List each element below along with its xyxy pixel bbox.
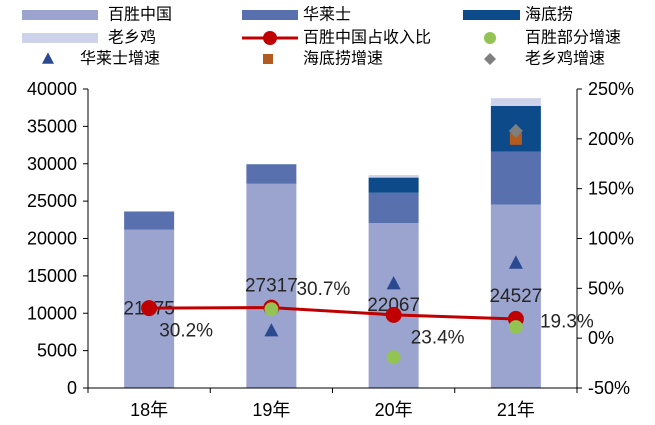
y-right-tick-label: 100% (588, 229, 634, 249)
y-left-tick-label: 35000 (27, 116, 77, 136)
y-right-tick-label: 200% (588, 129, 634, 149)
x-tick-label: 19年 (252, 400, 290, 420)
legend-label-wallace-growth: 华莱士增速 (80, 50, 160, 68)
y-left-tick-label: 15000 (27, 266, 77, 286)
y-left-tick-label: 10000 (27, 303, 77, 323)
legend-label-yum-china: 百胜中国 (108, 6, 172, 24)
legend-item-haidilao: 海底捞 (463, 6, 573, 24)
scatter-marker-laoxiangji-growth-3 (508, 123, 523, 138)
legend-label-yum-china-revenue-share: 百胜中国占收入比 (303, 29, 431, 47)
scatter-marker-wallace-growth-1 (264, 323, 279, 337)
y-right-tick-label: 250% (588, 79, 634, 99)
legend-item-yum-china-growth: 百胜部分增速 (484, 29, 621, 47)
legend-item-laoxiangji-growth: 老乡鸡增速 (484, 50, 605, 68)
bar-value-label-yum-china-1: 27317 (245, 275, 298, 296)
legend-swatch-yum-china (22, 10, 98, 20)
scatter-marker-yum-china-growth-2 (386, 350, 401, 365)
bar-laoxiangji-3 (490, 98, 541, 106)
legend-marker-yum-china-growth (484, 32, 496, 44)
y-right-tick-label: 150% (588, 179, 634, 199)
stacked-bars (124, 98, 541, 388)
legend-marker-laoxiangji-growth (484, 53, 496, 65)
axes: 18年 19年 20年 21年 0 5000 10000 15000 20000 25000 300… (27, 79, 634, 420)
x-tick-label: 18年 (130, 400, 168, 420)
bar-value-label-yum-china-3: 24527 (489, 286, 542, 307)
line-value-label-yum-china-revenue-share-3: 19.3% (540, 311, 594, 332)
line-value-label-yum-china-revenue-share-2: 23.4% (411, 327, 465, 348)
growth-markers (264, 123, 523, 365)
y-left-tick-label: 40000 (27, 79, 77, 99)
legend-label-laoxiangji: 老乡鸡 (108, 29, 156, 47)
y-left-tick-label: 25000 (27, 191, 77, 211)
legend-marker-wallace-growth (42, 52, 54, 64)
y-left-tick-label: 0 (67, 378, 77, 398)
y-right-tick-label: 0% (588, 328, 614, 348)
x-tick-label: 21年 (497, 400, 535, 420)
revenue-share-labels: 30.2% 30.7% 23.4% 19.3% (159, 279, 594, 348)
line-marker-yum-china-revenue-share-2 (385, 306, 402, 323)
y-right-tick-label: 50% (588, 278, 624, 298)
legend-label-wallace: 华莱士 (303, 6, 351, 24)
legend-label-yum-china-growth: 百胜部分增速 (525, 29, 621, 47)
bar-yum-china-1 (246, 183, 297, 388)
legend-item-wallace: 华莱士 (242, 6, 351, 24)
bar-value-label-yum-china-2: 22067 (367, 295, 420, 316)
legend-swatch-wallace (242, 10, 298, 20)
bar-yum-china-3 (490, 204, 541, 388)
legend-label-haidilao-growth: 海底捞增速 (303, 50, 383, 68)
scatter-marker-haidilao-growth-3 (509, 132, 522, 145)
legend-item-yum-china-revenue-share: 百胜中国占收入比 (242, 29, 431, 47)
bar-haidilao-2 (368, 177, 419, 193)
scatter-marker-wallace-growth-2 (386, 276, 401, 290)
bar-laoxiangji-2 (368, 175, 419, 178)
x-tick-label: 20年 (375, 400, 413, 420)
legend-item-haidilao-growth: 海底捞增速 (263, 50, 383, 68)
legend-marker-yum-china-revenue-share (263, 31, 277, 45)
line-value-label-yum-china-revenue-share-0: 30.2% (159, 321, 213, 342)
scatter-marker-wallace-growth-3 (508, 255, 523, 269)
line-marker-yum-china-revenue-share-0 (141, 300, 158, 317)
legend-label-haidilao: 海底捞 (525, 6, 573, 24)
legend-label-laoxiangji-growth: 老乡鸡增速 (525, 50, 605, 68)
scatter-marker-yum-china-growth-1 (264, 302, 279, 317)
legend-item-wallace-growth: 华莱士增速 (42, 50, 160, 68)
bar-wallace-0 (124, 211, 175, 230)
y-left-tick-label: 20000 (27, 229, 77, 249)
line-value-label-yum-china-revenue-share-1: 30.7% (296, 279, 350, 300)
y-left-tick-label: 5000 (37, 341, 77, 361)
bar-wallace-1 (246, 164, 297, 184)
y-left-tick-label: 30000 (27, 154, 77, 174)
legend-swatch-laoxiangji (22, 33, 98, 43)
bar-wallace-3 (490, 151, 541, 205)
y-right-tick-label: -50% (588, 378, 630, 398)
line-yum-china-revenue-share (149, 306, 516, 321)
legend-item-yum-china: 百胜中国 (22, 6, 172, 24)
bar-wallace-2 (368, 192, 419, 224)
legend-marker-haidilao-growth (263, 54, 273, 64)
legend-item-laoxiangji: 老乡鸡 (22, 29, 156, 47)
scatter-marker-yum-china-growth-3 (508, 320, 523, 335)
legend-swatch-haidilao (463, 10, 520, 20)
